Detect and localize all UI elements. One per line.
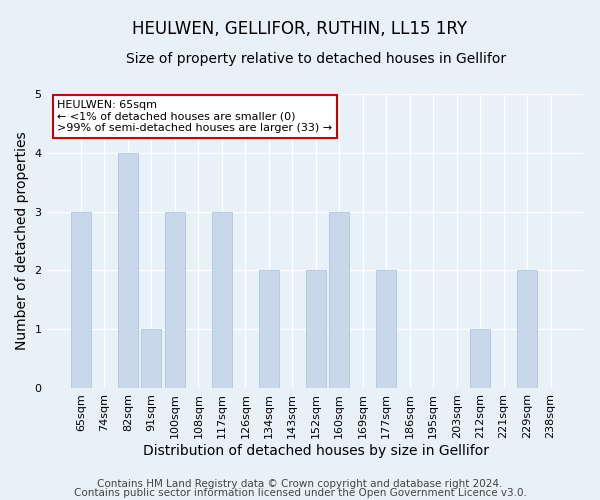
Bar <box>329 212 349 388</box>
Text: Contains HM Land Registry data © Crown copyright and database right 2024.: Contains HM Land Registry data © Crown c… <box>97 479 503 489</box>
Bar <box>376 270 396 388</box>
Bar <box>306 270 326 388</box>
Bar <box>259 270 279 388</box>
Text: HEULWEN, GELLIFOR, RUTHIN, LL15 1RY: HEULWEN, GELLIFOR, RUTHIN, LL15 1RY <box>133 20 467 38</box>
Text: Contains public sector information licensed under the Open Government Licence v3: Contains public sector information licen… <box>74 488 526 498</box>
Bar <box>118 153 138 388</box>
Bar <box>165 212 185 388</box>
Title: Size of property relative to detached houses in Gellifor: Size of property relative to detached ho… <box>126 52 506 66</box>
Y-axis label: Number of detached properties: Number of detached properties <box>15 132 29 350</box>
Bar <box>212 212 232 388</box>
Text: HEULWEN: 65sqm
← <1% of detached houses are smaller (0)
>99% of semi-detached ho: HEULWEN: 65sqm ← <1% of detached houses … <box>58 100 332 133</box>
X-axis label: Distribution of detached houses by size in Gellifor: Distribution of detached houses by size … <box>143 444 489 458</box>
Bar <box>470 329 490 388</box>
Bar <box>142 329 161 388</box>
Bar <box>517 270 537 388</box>
Bar <box>71 212 91 388</box>
